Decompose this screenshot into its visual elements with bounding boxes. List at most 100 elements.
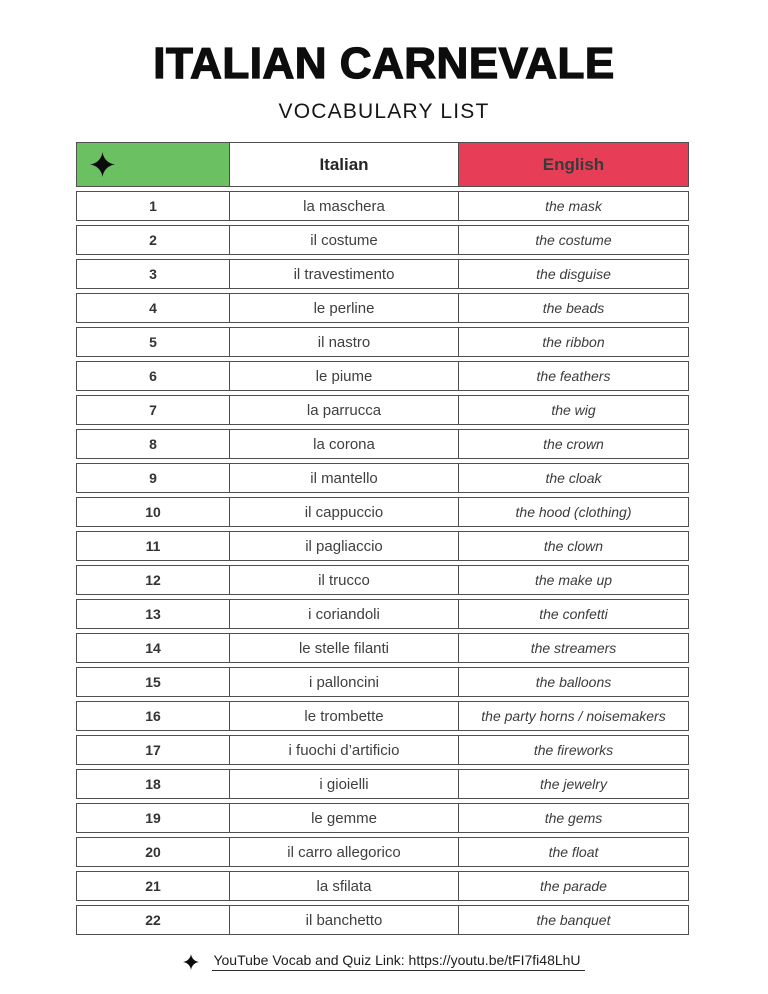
- table-row: 5 il nastro the ribbon: [76, 327, 689, 358]
- italian-word-cell: la sfilata: [229, 872, 458, 901]
- row-number-cell: 11: [145, 538, 161, 555]
- italian-word-cell: la corona: [229, 430, 458, 459]
- english-word-cell: the float: [458, 838, 688, 867]
- english-word-cell: the balloons: [458, 668, 688, 697]
- row-number-cell: 6: [149, 368, 157, 385]
- italian-word-cell: la parrucca: [229, 396, 458, 425]
- table-row: 15 i palloncini the balloons: [76, 667, 689, 698]
- english-word-cell: the clown: [458, 532, 688, 561]
- page-subtitle: VOCABULARY LIST: [278, 100, 490, 124]
- table-header-row: Italian English: [76, 142, 689, 188]
- italian-word-cell: il carro allegorico: [229, 838, 458, 867]
- italian-word-cell: i palloncini: [229, 668, 458, 697]
- english-word-cell: the jewelry: [458, 770, 688, 799]
- italian-word-cell: i gioielli: [229, 770, 458, 799]
- vocab-table: Italian English 1 la maschera the mask 2…: [76, 142, 689, 936]
- row-number-cell: 17: [145, 742, 161, 759]
- header-corner-cell: [77, 143, 229, 187]
- italian-word-cell: il banchetto: [229, 906, 458, 935]
- table-row: 16 le trombette the party horns / noisem…: [76, 701, 689, 732]
- english-word-cell: the ribbon: [458, 328, 688, 357]
- header-italian-cell: Italian: [229, 143, 458, 187]
- table-row: 3 il travestimento the disguise: [76, 259, 689, 290]
- italian-word-cell: le perline: [229, 294, 458, 323]
- italian-word-cell: le piume: [229, 362, 458, 391]
- english-word-cell: the beads: [458, 294, 688, 323]
- italian-word-cell: il mantello: [229, 464, 458, 493]
- row-number-cell: 16: [145, 708, 161, 725]
- english-word-cell: the gems: [458, 804, 688, 833]
- table-row: 7 la parrucca the wig: [76, 395, 689, 426]
- youtube-link[interactable]: YouTube Vocab and Quiz Link: https://you…: [212, 952, 585, 972]
- heading-block: ITALIAN CARNEVALE VOCABULARY LIST: [0, 0, 768, 124]
- row-number-cell: 21: [145, 878, 161, 895]
- english-word-cell: the costume: [458, 226, 688, 255]
- row-number-cell: 22: [145, 912, 161, 929]
- italian-word-cell: il costume: [229, 226, 458, 255]
- row-number-cell: 4: [149, 300, 157, 317]
- page-title: ITALIAN CARNEVALE: [153, 38, 615, 88]
- italian-word-cell: il trucco: [229, 566, 458, 595]
- row-number-cell: 15: [145, 674, 161, 691]
- italian-word-cell: la maschera: [229, 192, 458, 221]
- table-row: 19 le gemme the gems: [76, 803, 689, 834]
- sparkle-icon: [90, 152, 115, 178]
- table-row: 13 i coriandoli the confetti: [76, 599, 689, 630]
- table-row: 14 le stelle filanti the streamers: [76, 633, 689, 664]
- italian-word-cell: il pagliaccio: [229, 532, 458, 561]
- italian-word-cell: le stelle filanti: [229, 634, 458, 663]
- sparkle-icon: [183, 953, 200, 970]
- table-row: 8 la corona the crown: [76, 429, 689, 460]
- table-row: 11 il pagliaccio the clown: [76, 531, 689, 562]
- italian-word-cell: il cappuccio: [229, 498, 458, 527]
- english-word-cell: the make up: [458, 566, 688, 595]
- english-word-cell: the fireworks: [458, 736, 688, 765]
- english-word-cell: the feathers: [458, 362, 688, 391]
- table-row: 20 il carro allegorico the float: [76, 837, 689, 868]
- table-row: 1 la maschera the mask: [76, 191, 689, 222]
- english-word-cell: the party horns / noisemakers: [458, 702, 688, 731]
- english-word-cell: the streamers: [458, 634, 688, 663]
- english-word-cell: the cloak: [458, 464, 688, 493]
- english-word-cell: the disguise: [458, 260, 688, 289]
- row-number-cell: 10: [145, 504, 161, 521]
- english-word-cell: the banquet: [458, 906, 688, 935]
- table-row: 12 il trucco the make up: [76, 565, 689, 596]
- row-number-cell: 9: [149, 470, 157, 487]
- row-number-cell: 20: [145, 844, 161, 861]
- italian-word-cell: i coriandoli: [229, 600, 458, 629]
- table-row: 22 il banchetto the banquet: [76, 905, 689, 936]
- table-row: 21 la sfilata the parade: [76, 871, 689, 902]
- english-word-cell: the mask: [458, 192, 688, 221]
- table-row: 10 il cappuccio the hood (clothing): [76, 497, 689, 528]
- row-number-cell: 2: [149, 232, 157, 249]
- italian-word-cell: le trombette: [229, 702, 458, 731]
- row-number-cell: 1: [149, 198, 157, 215]
- row-number-cell: 14: [145, 640, 161, 657]
- italian-word-cell: il travestimento: [229, 260, 458, 289]
- row-number-cell: 18: [145, 776, 161, 793]
- italian-word-cell: il nastro: [229, 328, 458, 357]
- table-row: 18 i gioielli the jewelry: [76, 769, 689, 800]
- row-number-cell: 7: [149, 402, 157, 419]
- table-row: 9 il mantello the cloak: [76, 463, 689, 494]
- row-number-cell: 8: [149, 436, 157, 453]
- table-row: 17 i fuochi d’artificio the fireworks: [76, 735, 689, 766]
- row-number-cell: 3: [149, 266, 157, 283]
- english-word-cell: the parade: [458, 872, 688, 901]
- table-row: 4 le perline the beads: [76, 293, 689, 324]
- row-number-cell: 12: [145, 572, 161, 589]
- english-word-cell: the confetti: [458, 600, 688, 629]
- english-word-cell: the hood (clothing): [458, 498, 688, 527]
- english-word-cell: the wig: [458, 396, 688, 425]
- italian-word-cell: le gemme: [229, 804, 458, 833]
- table-body: 1 la maschera the mask 2 il costume the …: [76, 191, 689, 936]
- table-row: 6 le piume the feathers: [76, 361, 689, 392]
- english-word-cell: the crown: [458, 430, 688, 459]
- footer: YouTube Vocab and Quiz Link: https://you…: [0, 952, 768, 972]
- row-number-cell: 13: [145, 606, 161, 623]
- header-english-cell: English: [458, 143, 688, 187]
- row-number-cell: 19: [145, 810, 161, 827]
- italian-word-cell: i fuochi d’artificio: [229, 736, 458, 765]
